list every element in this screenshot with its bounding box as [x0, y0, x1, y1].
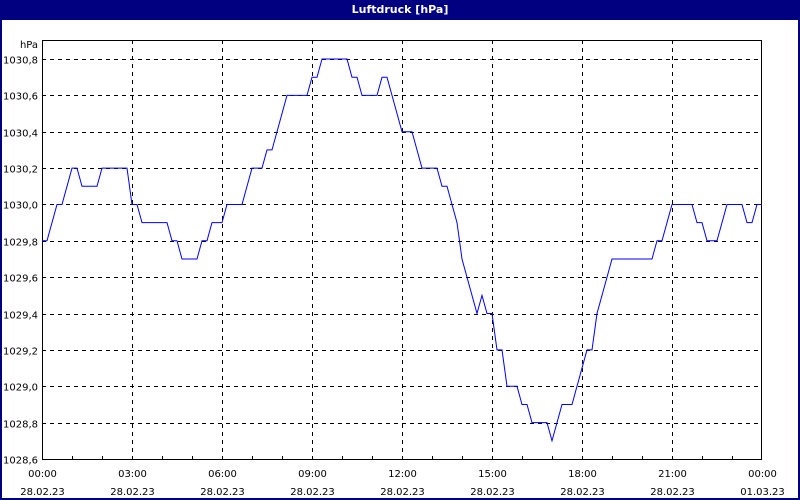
chart-title: Luftdruck [hPa] — [2, 0, 798, 20]
x-tick-time: 09:00 — [298, 469, 327, 480]
y-tick-label: 1030,6 — [3, 92, 38, 103]
x-tick-time: 15:00 — [478, 469, 507, 480]
y-tick-label: 1030,0 — [3, 201, 38, 212]
y-tick-label: 1030,2 — [3, 165, 38, 176]
x-tick-time: 03:00 — [118, 469, 147, 480]
x-tick-time: 00:00 — [748, 469, 777, 480]
y-tick-label: 1028,6 — [3, 456, 38, 467]
x-tick-date: 28.02.23 — [470, 487, 515, 498]
x-tick-date: 28.02.23 — [380, 487, 425, 498]
x-tick-date: 28.02.23 — [290, 487, 335, 498]
x-tick-date: 28.02.23 — [20, 487, 65, 498]
x-tick-date: 28.02.23 — [110, 487, 155, 498]
y-tick-label: 1029,4 — [3, 311, 38, 322]
y-tick-label: 1029,8 — [3, 238, 38, 249]
y-axis-unit: hPa — [20, 40, 38, 51]
pressure-line — [42, 58, 762, 443]
y-tick-label: 1028,8 — [3, 420, 38, 431]
y-tick-label: 1030,4 — [3, 129, 38, 140]
y-tick-label: 1029,0 — [3, 383, 38, 394]
y-tick-label: 1030,8 — [3, 56, 38, 67]
x-tick-date: 28.02.23 — [200, 487, 245, 498]
x-tick-time: 18:00 — [568, 469, 597, 480]
x-tick-time: 00:00 — [28, 469, 57, 480]
y-tick-label: 1029,2 — [3, 347, 38, 358]
x-tick-time: 06:00 — [208, 469, 237, 480]
x-tick-date: 28.02.23 — [650, 487, 695, 498]
plot-frame — [42, 40, 762, 460]
x-tick-date: 28.02.23 — [560, 487, 605, 498]
y-tick-label: 1029,6 — [3, 274, 38, 285]
x-tick-time: 12:00 — [388, 469, 417, 480]
x-tick-date: 01.03.23 — [740, 487, 785, 498]
x-tick-time: 21:00 — [658, 469, 687, 480]
